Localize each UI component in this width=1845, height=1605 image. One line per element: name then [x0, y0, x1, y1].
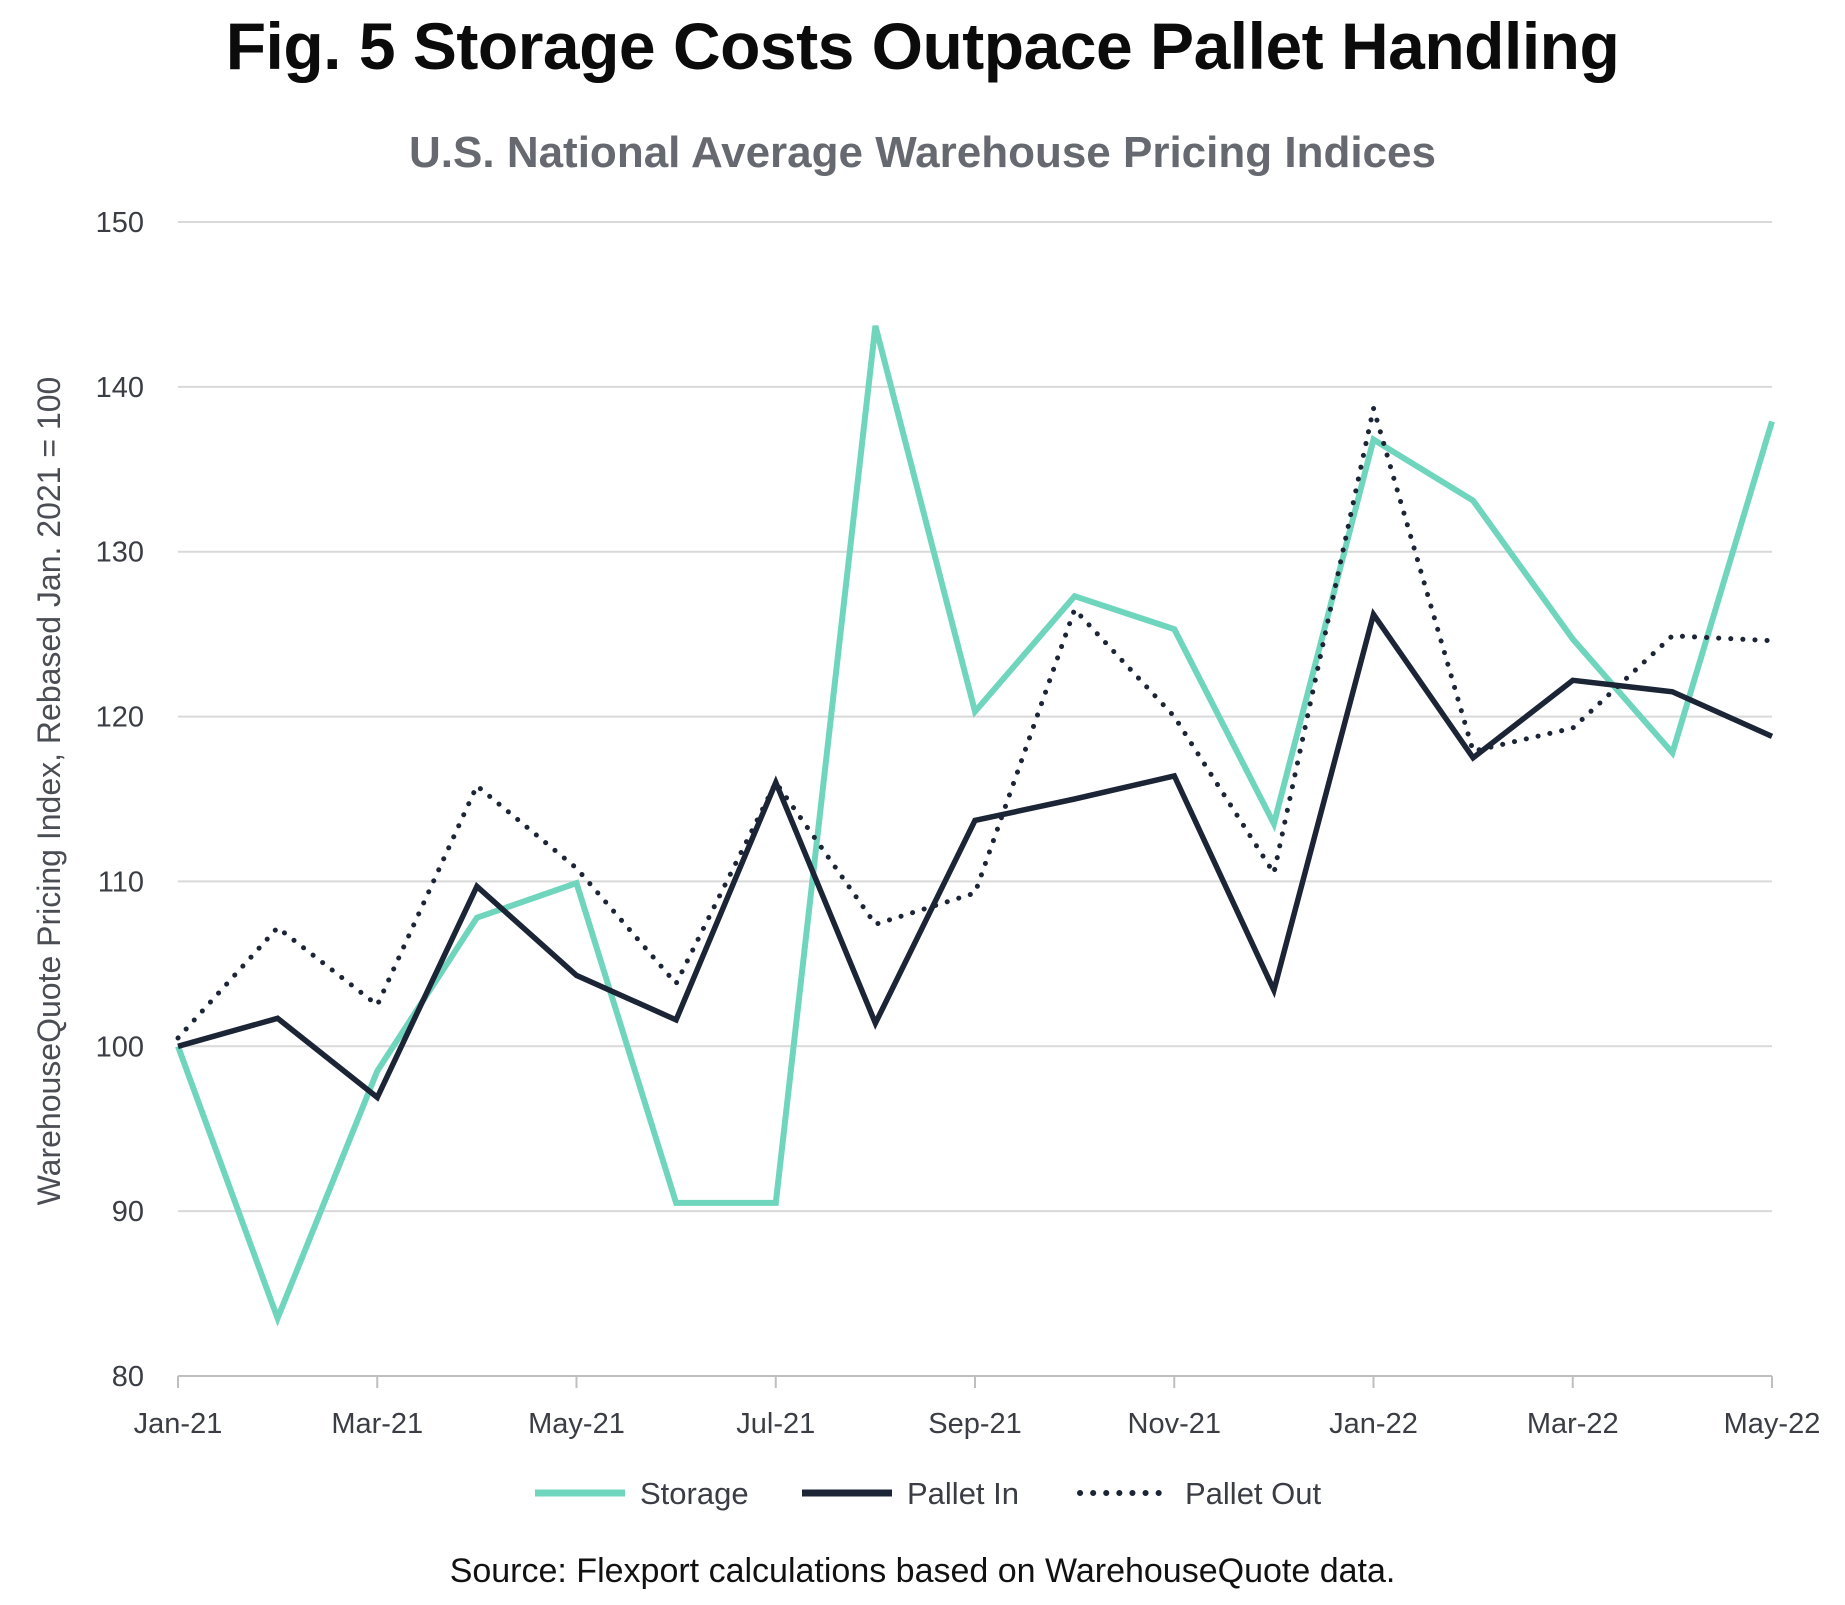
- y-axis-title: WarehouseQuote Pricing Index, Rebased Ja…: [31, 377, 67, 1206]
- y-tick-label: 140: [96, 372, 144, 404]
- series-line-pallet-in: [177, 607, 1774, 1102]
- x-tick-label: Mar-22: [1527, 1408, 1619, 1440]
- chart-subtitle: U.S. National Average Warehouse Pricing …: [409, 128, 1436, 177]
- legend-label-pallet-out: Pallet Out: [1185, 1476, 1322, 1511]
- line-chart: 80 90 100 110 120 130 140 150 Jan-21 Mar-21 May-2…: [31, 207, 1821, 1511]
- x-tick-label: May-21: [528, 1408, 625, 1440]
- x-tick-label: Sep-21: [928, 1408, 1022, 1440]
- chart-title: Fig. 5 Storage Costs Outpace Pallet Hand…: [225, 9, 1620, 83]
- x-tick-label: Jan-21: [134, 1408, 223, 1440]
- x-tick-label: Nov-21: [1128, 1408, 1222, 1440]
- legend-label-pallet-in: Pallet In: [907, 1476, 1019, 1511]
- y-tick-label: 90: [112, 1196, 144, 1228]
- gridlines: [178, 221, 1772, 1213]
- series-line-storage: [175, 325, 1775, 1327]
- legend: Storage Pallet In Pallet Out: [535, 1476, 1322, 1511]
- y-tick-label: 80: [112, 1361, 144, 1393]
- series-lines: [175, 325, 1775, 1327]
- x-tick-label: Jul-21: [736, 1408, 815, 1440]
- x-axis: Jan-21 Mar-21 May-21 Jul-21 Sep-21 Nov-21 Jan-…: [134, 1375, 1821, 1440]
- source-note: Source: Flexport calculations based on W…: [449, 1552, 1396, 1590]
- x-tick-label: May-22: [1724, 1408, 1821, 1440]
- series-line-pallet-out: [175, 407, 1775, 1041]
- y-axis: 80 90 100 110 120 130 140 150: [96, 207, 144, 1393]
- x-tick-label: Jan-22: [1329, 1408, 1418, 1440]
- y-tick-label: 120: [96, 702, 144, 734]
- y-tick-label: 100: [96, 1031, 144, 1063]
- y-tick-label: 110: [98, 866, 144, 898]
- x-tick-label: Mar-21: [331, 1408, 423, 1440]
- y-tick-label: 130: [96, 537, 144, 569]
- legend-label-storage: Storage: [640, 1476, 749, 1511]
- y-tick-label: 150: [96, 207, 144, 239]
